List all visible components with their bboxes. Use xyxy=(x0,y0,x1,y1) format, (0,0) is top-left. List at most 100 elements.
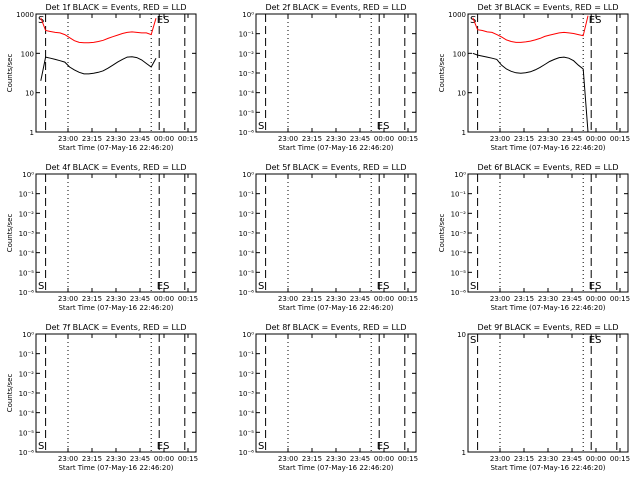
y-tick-label: 10⁻⁵ xyxy=(239,109,255,117)
events-series-line xyxy=(40,56,157,81)
x-axis-label: Start Time (07-May-16 22:46:20) xyxy=(58,464,173,472)
y-tick-label: 10⁻¹ xyxy=(19,351,35,359)
detector-panel-3: Det 3f BLACK = Events, RED = LLD 1 10 100 10… xyxy=(438,3,630,152)
y-tick-label: 10⁰ xyxy=(242,11,254,19)
y-tick-label: 10⁻³ xyxy=(19,230,35,238)
y-tick-label: 10⁻⁶ xyxy=(451,289,467,297)
y-tick-label: 10⁻³ xyxy=(239,390,255,398)
detector-panel-9: Det 9f BLACK = Events, RED = LLD 1 10 23:00… xyxy=(457,323,630,472)
y-tick-label: 10⁻⁴ xyxy=(239,250,255,258)
y-tick-label: 10 xyxy=(25,90,34,98)
x-tick-label: 00:00 xyxy=(374,295,394,303)
x-tick-label: 00:15 xyxy=(610,455,630,463)
marker-s-label: S xyxy=(470,281,476,292)
x-tick-label: 23:15 xyxy=(302,295,322,303)
plot-frame xyxy=(467,333,629,453)
y-tick-label: 10⁻⁶ xyxy=(19,289,35,297)
marker-s-label: S xyxy=(38,441,44,452)
y-axis-label: Counts/sec xyxy=(438,214,446,253)
x-tick-label: 23:45 xyxy=(130,295,150,303)
y-tick-label: 10⁻⁶ xyxy=(239,449,255,457)
x-tick-label: 23:30 xyxy=(326,295,346,303)
marker-es-label: ES xyxy=(589,281,602,292)
y-tick-label: 10⁻⁶ xyxy=(239,129,255,137)
y-tick-label: 10⁻⁵ xyxy=(239,269,255,277)
x-tick-label: 23:30 xyxy=(106,455,126,463)
y-tick-label: 10⁻² xyxy=(19,210,35,218)
x-tick-label: 23:00 xyxy=(58,295,78,303)
x-tick-label: 00:00 xyxy=(586,295,606,303)
y-tick-label: 1000 xyxy=(16,11,34,19)
detector-panel-6: Det 6f BLACK = Events, RED = LLD 10⁻⁶ 10⁻⁵… xyxy=(438,163,630,312)
y-tick-label: 10 xyxy=(457,331,466,339)
x-tick-label: 00:00 xyxy=(586,455,606,463)
x-tick-label: 23:00 xyxy=(58,455,78,463)
y-tick-label: 10⁻⁴ xyxy=(19,410,35,418)
x-axis-label: Start Time (07-May-16 22:46:20) xyxy=(58,144,173,152)
x-tick-label: 23:30 xyxy=(538,135,558,143)
detector-panel-7: Det 7f BLACK = Events, RED = LLD 10⁻⁶ 10⁻⁵… xyxy=(6,323,198,472)
x-tick-label: 00:15 xyxy=(610,135,630,143)
y-tick-label: 10⁻² xyxy=(239,50,255,58)
plot-frame xyxy=(255,13,417,133)
y-tick-label: 10⁻³ xyxy=(239,230,255,238)
x-tick-label: 00:15 xyxy=(610,295,630,303)
plot-frame xyxy=(255,333,417,453)
y-tick-label: 10⁰ xyxy=(242,171,254,179)
marker-es-label: ES xyxy=(157,281,170,292)
lld-series-line xyxy=(472,15,589,43)
y-tick-label: 10 xyxy=(457,90,466,98)
x-tick-label: 23:00 xyxy=(278,455,298,463)
y-tick-label: 10⁻⁴ xyxy=(451,250,467,258)
marker-es-label: ES xyxy=(157,15,170,26)
marker-es-label: ES xyxy=(377,441,390,452)
x-tick-label: 00:00 xyxy=(154,455,174,463)
x-tick-label: 00:15 xyxy=(178,455,198,463)
y-axis-label: Counts/sec xyxy=(438,54,446,93)
y-tick-label: 10⁻³ xyxy=(239,70,255,78)
plot-frame xyxy=(255,173,417,293)
x-tick-label: 00:15 xyxy=(178,295,198,303)
y-tick-label: 10⁰ xyxy=(242,331,254,339)
x-tick-label: 23:30 xyxy=(326,455,346,463)
y-tick-label: 10⁻³ xyxy=(451,230,467,238)
marker-s-label: S xyxy=(38,15,44,26)
x-tick-label: 23:15 xyxy=(514,455,534,463)
x-tick-label: 23:30 xyxy=(106,135,126,143)
x-tick-label: 00:00 xyxy=(374,455,394,463)
x-axis-label: Start Time (07-May-16 22:46:20) xyxy=(278,464,393,472)
plot-frame xyxy=(467,13,629,133)
y-tick-label: 10⁻⁵ xyxy=(19,269,35,277)
x-axis-label: Start Time (07-May-16 22:46:20) xyxy=(278,144,393,152)
x-tick-label: 00:15 xyxy=(398,455,418,463)
x-axis-label: Start Time (07-May-16 22:46:20) xyxy=(490,304,605,312)
x-tick-label: 23:45 xyxy=(350,455,370,463)
x-tick-label: 23:00 xyxy=(490,295,510,303)
x-tick-label: 00:00 xyxy=(154,135,174,143)
panel-title: Det 9f BLACK = Events, RED = LLD xyxy=(477,323,618,332)
panel-title: Det 4f BLACK = Events, RED = LLD xyxy=(45,163,186,172)
detector-panel-5: Det 5f BLACK = Events, RED = LLD 10⁻⁶ 10⁻⁵… xyxy=(239,163,419,312)
lld-series-line xyxy=(40,17,157,44)
panel-title: Det 6f BLACK = Events, RED = LLD xyxy=(477,163,618,172)
x-tick-label: 23:15 xyxy=(82,455,102,463)
x-tick-label: 23:00 xyxy=(490,135,510,143)
marker-s-label: S xyxy=(470,15,476,26)
y-tick-label: 10⁻⁵ xyxy=(451,269,467,277)
x-tick-label: 23:00 xyxy=(58,135,78,143)
y-tick-label: 10⁻¹ xyxy=(19,191,35,199)
x-tick-label: 23:30 xyxy=(538,295,558,303)
events-series-line xyxy=(472,52,589,133)
x-tick-label: 23:00 xyxy=(278,295,298,303)
y-tick-label: 10⁻⁴ xyxy=(239,410,255,418)
detector-panel-1: Det 1f BLACK = Events, RED = LLD 1 10 100 10… xyxy=(6,3,198,152)
y-tick-label: 10⁻² xyxy=(19,370,35,378)
x-axis-label: Start Time (07-May-16 22:46:20) xyxy=(278,304,393,312)
panel-title: Det 3f BLACK = Events, RED = LLD xyxy=(477,3,618,12)
panel-title: Det 8f BLACK = Events, RED = LLD xyxy=(265,323,406,332)
y-tick-label: 10⁰ xyxy=(22,171,34,179)
plot-frame xyxy=(35,173,197,293)
y-tick-label: 10⁻³ xyxy=(19,390,35,398)
y-tick-label: 100 xyxy=(453,50,466,58)
